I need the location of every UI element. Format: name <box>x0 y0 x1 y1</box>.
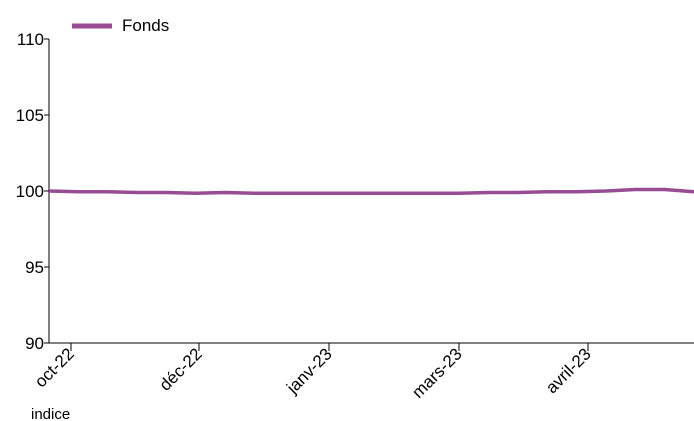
y-tick-label: 100 <box>16 182 44 201</box>
series-layer <box>49 190 694 194</box>
x-ticks: oct-22 déc-22 janv-23 mars-23 avril-23 <box>31 343 595 402</box>
x-tick-label: mars-23 <box>408 344 466 402</box>
y-tick-label: 105 <box>16 106 44 125</box>
legend: Fonds <box>72 16 169 35</box>
y-ticks: 90 95 100 105 110 <box>16 30 49 353</box>
series-line-fonds <box>49 190 694 194</box>
legend-label-fonds: Fonds <box>122 16 169 35</box>
footnote: indice <box>31 406 70 421</box>
y-tick-label: 110 <box>17 30 44 49</box>
x-tick-label: janv-23 <box>282 344 336 398</box>
x-tick-label: déc-22 <box>156 344 206 394</box>
x-tick-label: avril-23 <box>542 344 595 397</box>
y-tick-label: 95 <box>25 258 44 277</box>
y-tick-label: 90 <box>25 334 44 353</box>
